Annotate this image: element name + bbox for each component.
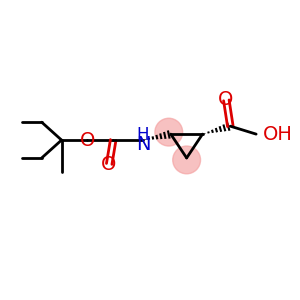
- Text: N: N: [136, 134, 150, 154]
- Text: H: H: [137, 126, 149, 144]
- Text: O: O: [218, 90, 233, 109]
- Text: O: O: [100, 155, 116, 174]
- Circle shape: [173, 146, 200, 174]
- Circle shape: [155, 118, 183, 146]
- Text: O: O: [80, 130, 95, 150]
- Text: OH: OH: [263, 124, 293, 144]
